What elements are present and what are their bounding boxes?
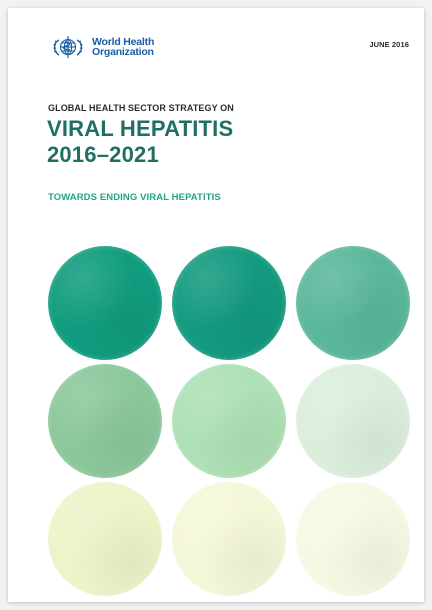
who-logo: World Health Organization <box>48 34 154 60</box>
report-title: VIRAL HEPATITIS 2016–2021 <box>47 116 233 168</box>
organization-name: World Health Organization <box>92 36 155 58</box>
organization-name-line1: World Health <box>92 36 155 48</box>
watercolor-circle <box>296 246 410 360</box>
report-subtitle: TOWARDS ENDING VIRAL HEPATITIS <box>48 192 221 203</box>
watercolor-circle <box>172 482 286 596</box>
who-emblem-icon <box>48 34 88 60</box>
report-cover: World Health Organization JUNE 2016 GLOB… <box>8 8 424 602</box>
watercolor-circle <box>296 364 410 478</box>
watercolor-circle <box>48 246 162 360</box>
watercolor-circle <box>172 246 286 360</box>
report-kicker: GLOBAL HEALTH SECTOR STRATEGY ON <box>48 103 234 113</box>
publication-date: JUNE 2016 <box>369 40 409 49</box>
report-title-line2: 2016–2021 <box>47 142 159 167</box>
watercolor-circle <box>48 482 162 596</box>
watercolor-circle <box>48 364 162 478</box>
report-title-line1: VIRAL HEPATITIS <box>47 116 234 141</box>
organization-name-line2: Organization <box>92 46 154 58</box>
watercolor-circle <box>296 482 410 596</box>
watercolor-circle <box>172 364 286 478</box>
